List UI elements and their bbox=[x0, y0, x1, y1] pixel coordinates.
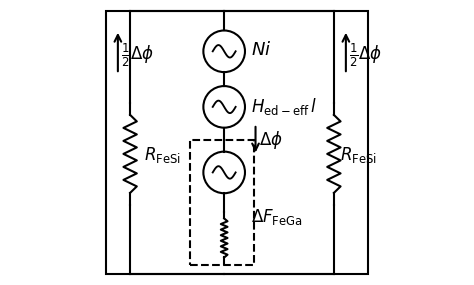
Text: $\Delta F_{\mathrm{FeGa}}$: $\Delta F_{\mathrm{FeGa}}$ bbox=[251, 207, 302, 227]
Text: $H_{\mathrm{ed-eff}}\,l$: $H_{\mathrm{ed-eff}}\,l$ bbox=[251, 95, 317, 117]
Text: $R_{\mathrm{FeSi}}$: $R_{\mathrm{FeSi}}$ bbox=[340, 145, 377, 165]
Text: $\Delta\phi$: $\Delta\phi$ bbox=[259, 129, 283, 151]
Text: $R_{\mathrm{FeSi}}$: $R_{\mathrm{FeSi}}$ bbox=[145, 145, 182, 165]
Text: $Ni$: $Ni$ bbox=[251, 41, 271, 59]
Text: $\frac{1}{2}\Delta\phi$: $\frac{1}{2}\Delta\phi$ bbox=[349, 42, 383, 69]
Bar bbox=[190, 140, 254, 265]
Text: $\frac{1}{2}\Delta\phi$: $\frac{1}{2}\Delta\phi$ bbox=[121, 42, 155, 69]
